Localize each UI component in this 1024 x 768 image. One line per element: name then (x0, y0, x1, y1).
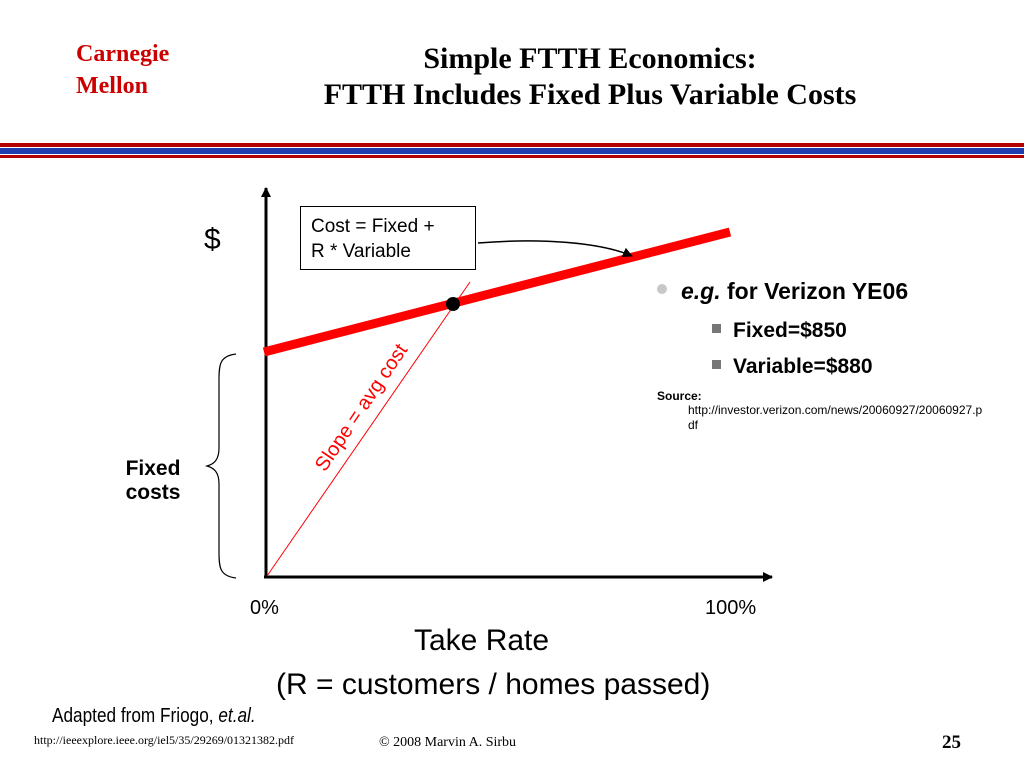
fixed-cost-item: Fixed=$850 (712, 318, 847, 344)
source-label: Source: (657, 389, 702, 403)
bullet-text: for Verizon YE06 (720, 278, 909, 304)
slide-title-line-2: FTTH Includes Fixed Plus Variable Costs (323, 78, 857, 111)
adapted-italic: et.al. (218, 705, 256, 727)
source-url: http://investor.verizon.com/news/2006092… (688, 403, 983, 432)
square-bullet-icon (712, 324, 721, 333)
intersection-point (446, 297, 460, 311)
logo-line-1: Carnegie (76, 41, 170, 67)
variable-cost-text: Variable=$880 (733, 355, 873, 378)
x-axis-title: Take Rate (414, 624, 550, 657)
fixed-costs-brace (204, 353, 237, 579)
adapted-from-credit: Adapted from Friogo, et.al. (52, 705, 256, 728)
bullet-eg: e.g. (681, 278, 721, 304)
fixed-costs-line-1: Fixed (125, 457, 181, 480)
copyright: © 2008 Marvin A. Sirbu (379, 735, 517, 750)
verizon-bullet: e.g. for Verizon YE06 (657, 276, 908, 306)
cost-formula-box: Cost = Fixed + R * Variable (300, 206, 476, 270)
footer-url: http://ieeexplore.ieee.org/iel5/35/29269… (34, 733, 295, 747)
bullet-dot-icon (657, 284, 667, 294)
x-tick-max: 100% (705, 597, 757, 619)
x-tick-min: 0% (250, 597, 279, 619)
page-number: 25 (942, 732, 961, 753)
adapted-text: Adapted from Friogo, (52, 705, 219, 727)
slide-title-line-1: Simple FTTH Economics: (423, 42, 757, 75)
avg-cost-line (266, 281, 471, 577)
variable-cost-item: Variable=$880 (712, 354, 873, 380)
header-rule-red-bottom (0, 155, 1024, 158)
fixed-cost-text: Fixed=$850 (733, 319, 847, 342)
fixed-costs-label: Fixed costs (108, 457, 198, 505)
formula-line-2: R * Variable (311, 241, 411, 262)
formula-line-1: Cost = Fixed + (311, 216, 435, 237)
formula-arrow (477, 240, 633, 257)
logo-line-2: Mellon (76, 73, 148, 99)
x-axis-subtitle: (R = customers / homes passed) (276, 668, 711, 701)
header-rule-red-top (0, 143, 1024, 147)
y-axis-label: $ (204, 223, 221, 256)
header-rule-blue (0, 148, 1024, 154)
square-bullet-icon (712, 360, 721, 369)
fixed-costs-line-2: costs (125, 481, 181, 504)
total-cost-line (262, 227, 732, 357)
carnegie-mellon-logo: Carnegie Mellon (76, 38, 169, 102)
